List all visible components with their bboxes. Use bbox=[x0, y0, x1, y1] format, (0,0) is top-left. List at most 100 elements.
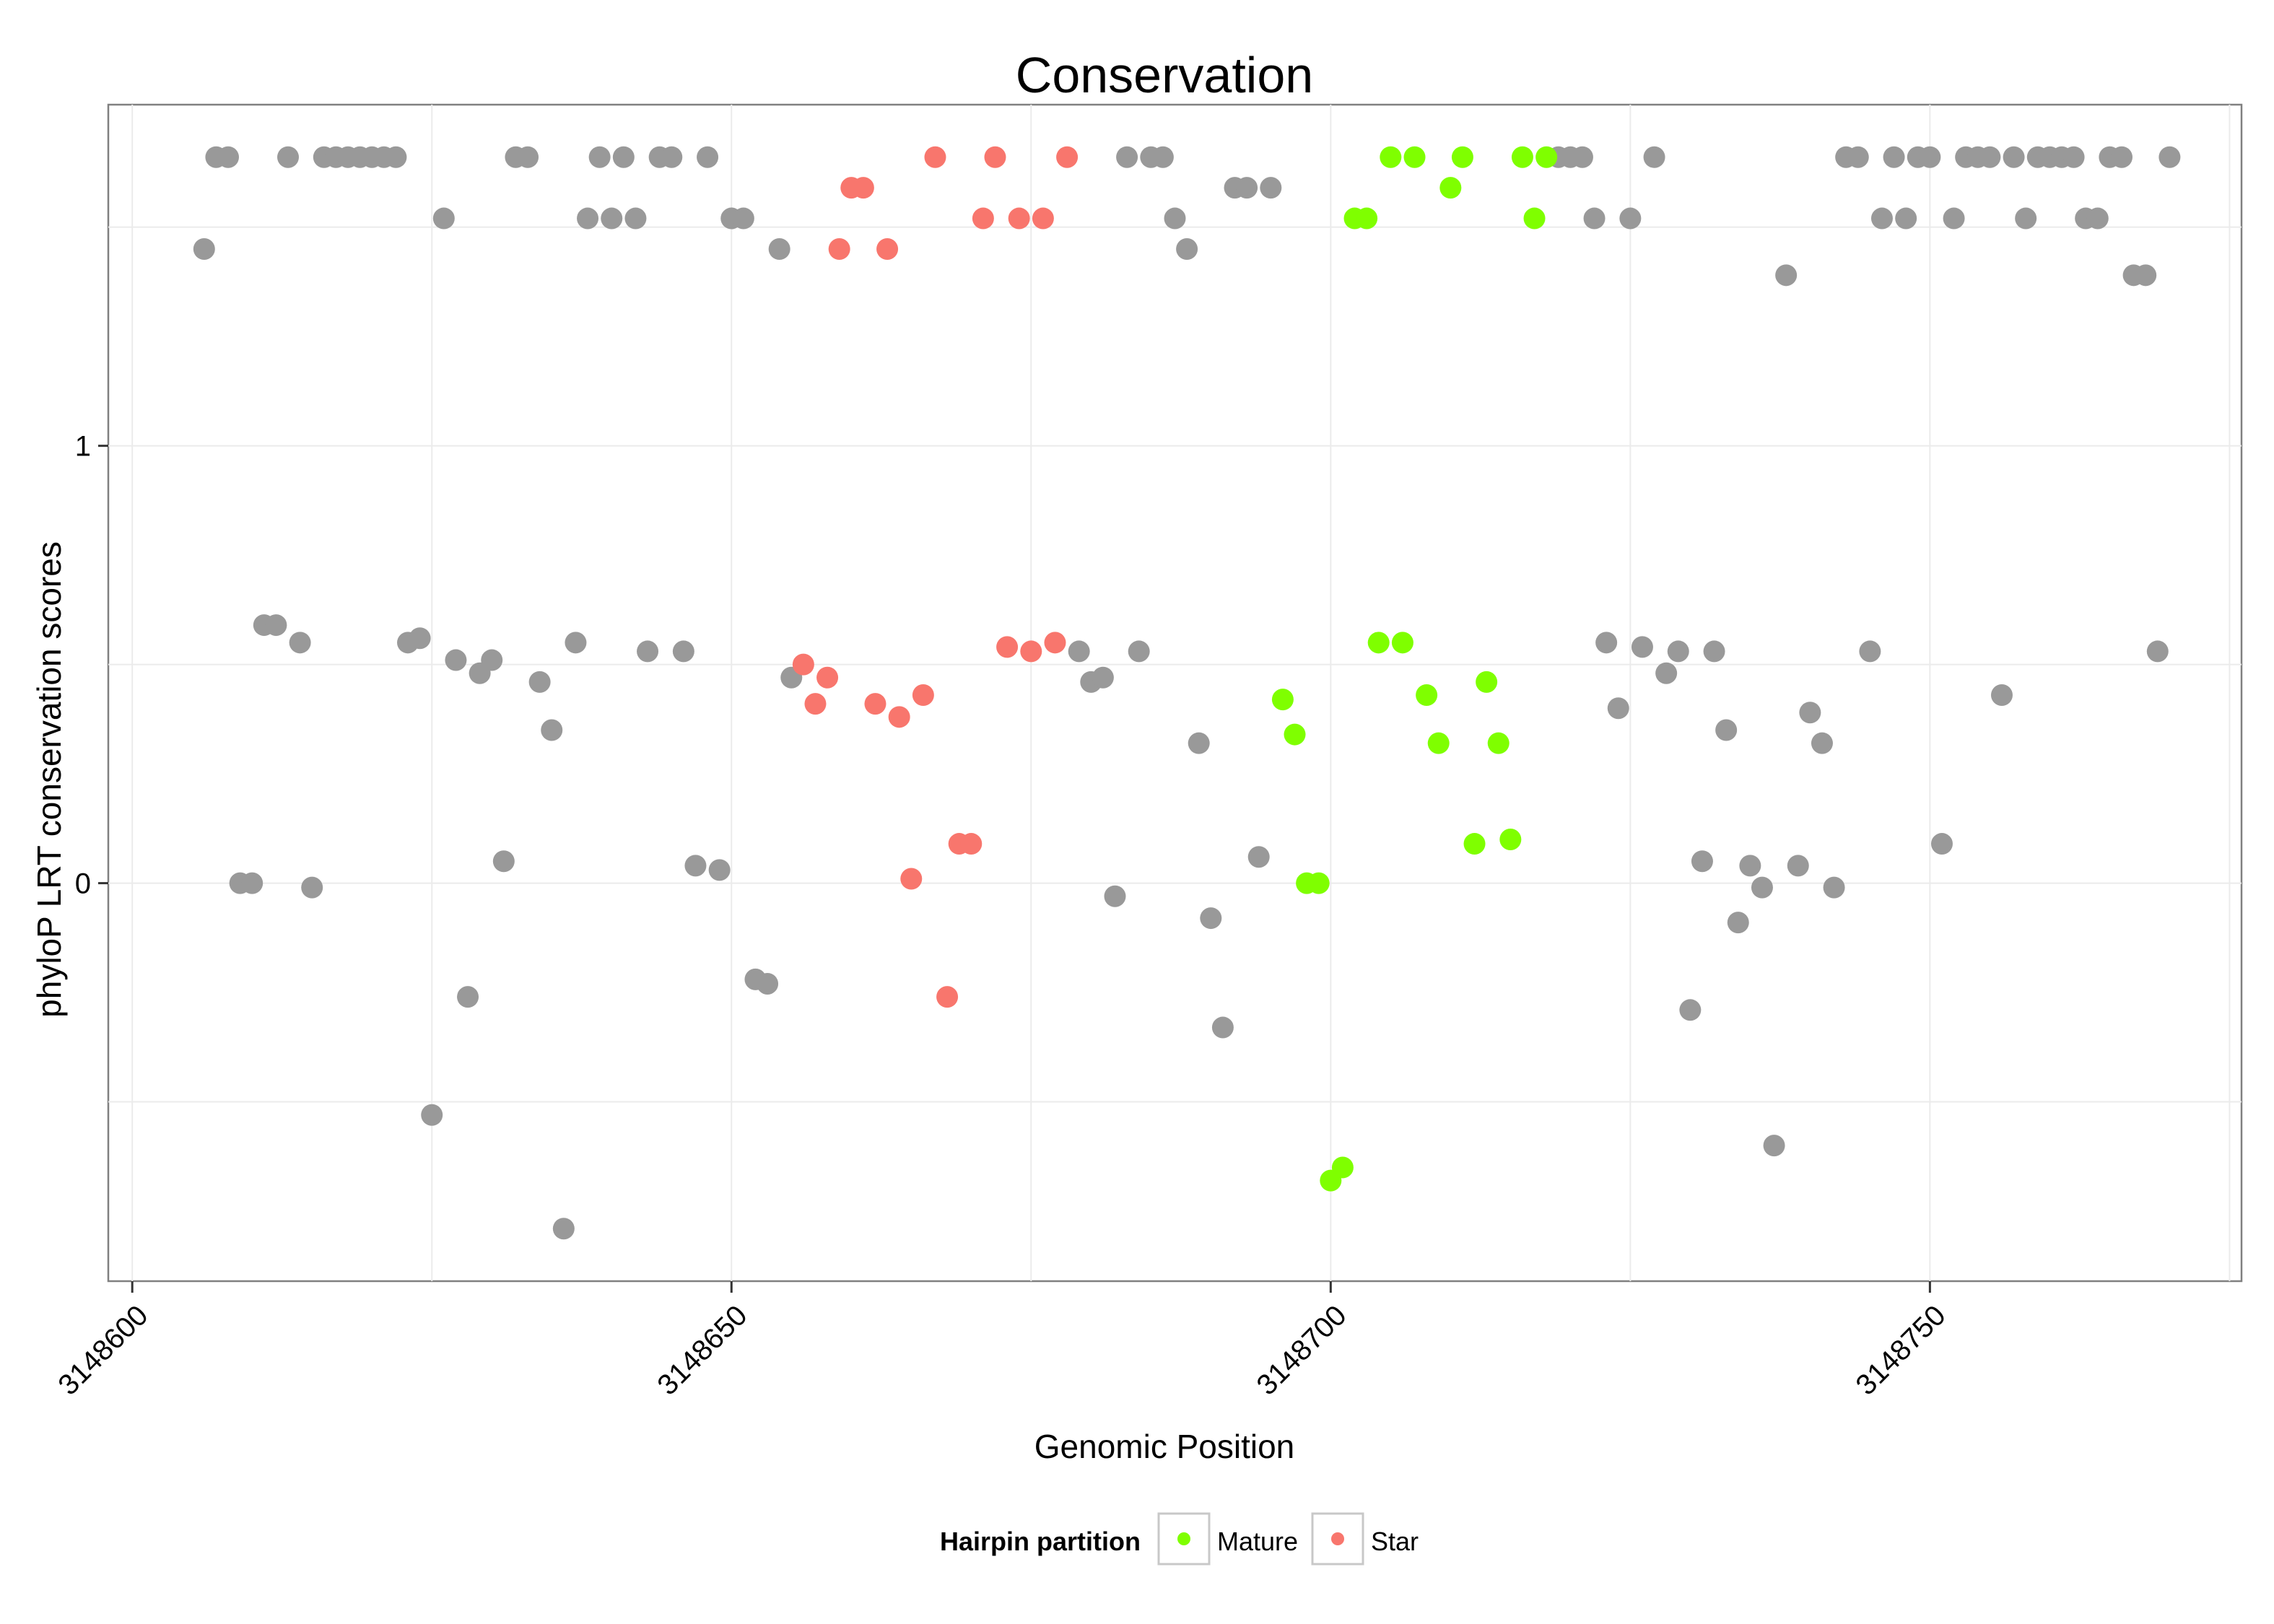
point-other bbox=[637, 640, 659, 663]
point-mature bbox=[1403, 146, 1426, 168]
point-other bbox=[1188, 732, 1210, 754]
point-other bbox=[1211, 1016, 1234, 1039]
point-other bbox=[565, 632, 587, 654]
y-tick-label: 0 bbox=[75, 868, 91, 900]
point-other bbox=[1583, 207, 1606, 230]
point-star bbox=[876, 237, 899, 260]
point-star bbox=[1056, 146, 1079, 168]
point-other bbox=[1727, 912, 1749, 934]
point-other bbox=[672, 640, 694, 663]
point-other bbox=[697, 146, 719, 168]
point-other bbox=[2003, 146, 2025, 168]
point-other bbox=[1751, 876, 1773, 899]
point-other bbox=[684, 855, 707, 877]
point-other bbox=[2062, 146, 2085, 168]
point-star bbox=[900, 868, 923, 890]
point-other bbox=[708, 859, 731, 881]
point-mature bbox=[1511, 146, 1533, 168]
point-other bbox=[1943, 207, 1965, 230]
point-other bbox=[757, 972, 779, 995]
point-other bbox=[1092, 666, 1114, 689]
point-mature bbox=[1367, 632, 1390, 654]
point-star bbox=[1008, 207, 1030, 230]
legend-dot-star bbox=[1331, 1532, 1344, 1545]
point-other bbox=[409, 627, 431, 650]
point-star bbox=[1020, 640, 1042, 663]
point-other bbox=[2135, 264, 2157, 287]
point-other bbox=[2086, 207, 2109, 230]
point-other bbox=[552, 1218, 575, 1240]
x-axis-label: Genomic Position bbox=[1034, 1428, 1295, 1465]
point-star bbox=[804, 693, 827, 715]
point-star bbox=[828, 237, 850, 260]
point-other bbox=[445, 649, 467, 671]
point-mature bbox=[1499, 828, 1522, 850]
point-other bbox=[277, 146, 300, 168]
point-other bbox=[2110, 146, 2133, 168]
point-star bbox=[816, 666, 839, 689]
point-other bbox=[601, 207, 623, 230]
point-mature bbox=[1463, 833, 1486, 855]
point-other bbox=[421, 1104, 443, 1126]
point-mature bbox=[1427, 732, 1450, 754]
point-star bbox=[792, 653, 814, 676]
legend: Hairpin partition Mature Star bbox=[940, 1512, 1419, 1566]
point-other bbox=[1691, 850, 1713, 873]
x-tick-label: 3148700 bbox=[1250, 1299, 1352, 1401]
point-other bbox=[1116, 146, 1138, 168]
point-other bbox=[1655, 662, 1678, 684]
point-other bbox=[1787, 855, 1809, 877]
point-other bbox=[2015, 207, 2037, 230]
y-axis-label: phyloP LRT conservation scores bbox=[30, 541, 68, 1018]
data-points bbox=[193, 146, 2181, 1240]
point-other bbox=[1176, 237, 1198, 260]
point-mature bbox=[1451, 146, 1473, 168]
point-other bbox=[492, 850, 515, 873]
point-other bbox=[1151, 146, 1174, 168]
point-other bbox=[588, 146, 611, 168]
point-other bbox=[1200, 907, 1222, 930]
point-other bbox=[1247, 846, 1270, 868]
point-other bbox=[1619, 207, 1642, 230]
point-other bbox=[1595, 632, 1618, 654]
point-other bbox=[265, 614, 287, 637]
point-other bbox=[517, 146, 539, 168]
point-other bbox=[1870, 207, 1893, 230]
point-mature bbox=[1439, 177, 1462, 199]
point-mature bbox=[1523, 207, 1546, 230]
point-other bbox=[1979, 146, 2001, 168]
point-other bbox=[2146, 640, 2169, 663]
point-star bbox=[936, 986, 959, 1008]
point-other bbox=[481, 649, 503, 671]
point-mature bbox=[1356, 207, 1378, 230]
point-mature bbox=[1416, 684, 1438, 707]
point-other bbox=[1679, 999, 1702, 1021]
y-tick-label: 1 bbox=[75, 431, 91, 463]
point-star bbox=[996, 636, 1019, 658]
point-other bbox=[193, 237, 215, 260]
point-other bbox=[1763, 1135, 1785, 1157]
point-other bbox=[528, 671, 551, 693]
point-star bbox=[1044, 632, 1066, 654]
point-star bbox=[912, 684, 934, 707]
point-other bbox=[1643, 146, 1665, 168]
point-other bbox=[577, 207, 599, 230]
point-other bbox=[2158, 146, 2181, 168]
legend-dot-mature bbox=[1177, 1532, 1190, 1545]
point-other bbox=[541, 719, 563, 741]
x-tick-label: 3148600 bbox=[52, 1299, 154, 1401]
point-other bbox=[1607, 697, 1629, 720]
point-mature bbox=[1380, 146, 1402, 168]
point-other bbox=[217, 146, 240, 168]
point-other bbox=[1715, 719, 1738, 741]
point-other bbox=[457, 986, 479, 1008]
legend-label-star: Star bbox=[1371, 1527, 1419, 1556]
point-other bbox=[1883, 146, 1905, 168]
point-mature bbox=[1284, 723, 1306, 746]
point-other bbox=[1775, 264, 1798, 287]
point-mature bbox=[1487, 732, 1510, 754]
point-star bbox=[924, 146, 946, 168]
point-other bbox=[301, 876, 323, 899]
chart-title: Conservation bbox=[1016, 47, 1313, 103]
point-star bbox=[888, 706, 910, 728]
